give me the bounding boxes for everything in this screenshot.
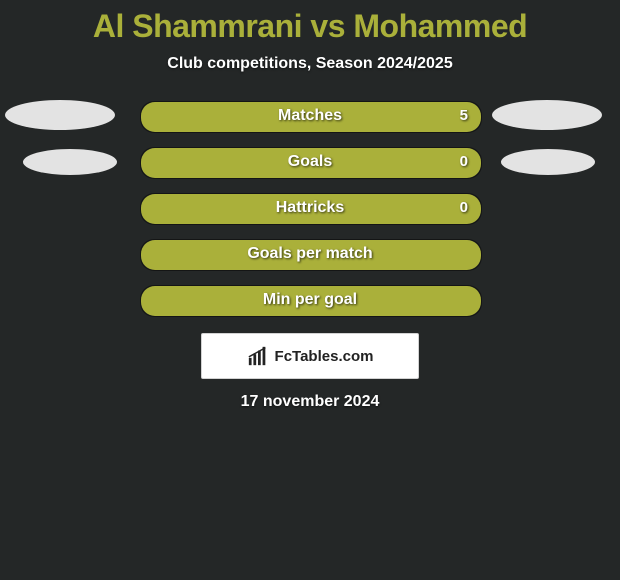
player-right-ellipse xyxy=(492,100,602,130)
stat-value-right: 0 xyxy=(140,193,468,223)
logo-text: FcTables.com xyxy=(275,348,374,365)
stats-rows: Matches5 Goals0 Hattricks0 Goals per match M… xyxy=(0,101,620,315)
player-right-ellipse xyxy=(501,149,595,175)
stat-value-right: 0 xyxy=(140,147,468,177)
date-text: 17 november 2024 xyxy=(0,393,620,411)
stat-row: Goals0 xyxy=(0,147,620,177)
player-left-ellipse xyxy=(5,100,115,130)
stat-row: Min per goal xyxy=(0,285,620,315)
stat-row: Matches5 xyxy=(0,101,620,131)
bar-chart-icon xyxy=(247,345,269,367)
page-title: Al Shammrani vs Mohammed xyxy=(0,0,620,45)
stat-label: Min per goal xyxy=(140,285,480,315)
stat-value-right: 5 xyxy=(140,101,468,131)
player-left-ellipse xyxy=(23,149,117,175)
fctables-logo[interactable]: FcTables.com xyxy=(201,333,419,379)
stat-row: Goals per match xyxy=(0,239,620,269)
page-subtitle: Club competitions, Season 2024/2025 xyxy=(0,55,620,73)
stat-label: Goals per match xyxy=(140,239,480,269)
stat-row: Hattricks0 xyxy=(0,193,620,223)
